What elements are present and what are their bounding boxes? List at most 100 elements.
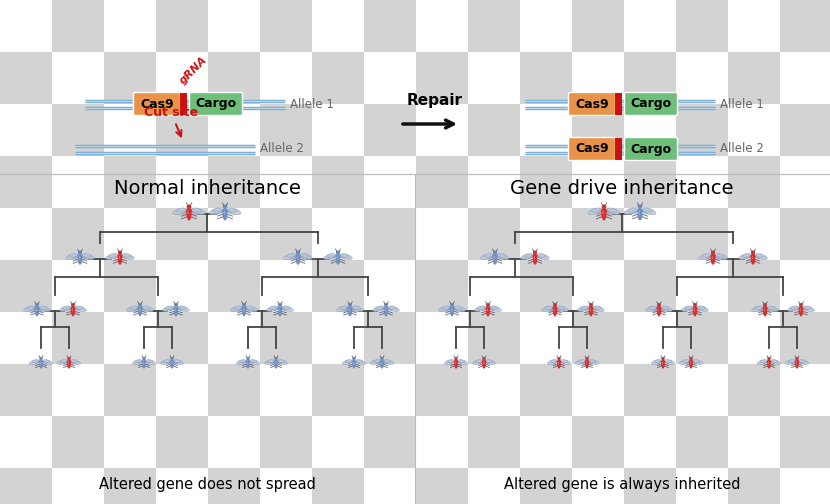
Bar [416,208,468,260]
Ellipse shape [767,306,775,309]
Ellipse shape [588,209,601,215]
Ellipse shape [482,360,486,363]
Ellipse shape [60,307,71,311]
Ellipse shape [68,361,69,364]
Bar [364,416,416,468]
Bar [156,260,208,312]
Bar [468,0,520,52]
Ellipse shape [646,307,657,311]
Bar [156,312,208,364]
Ellipse shape [763,306,768,310]
Ellipse shape [689,359,693,369]
Ellipse shape [553,306,558,310]
Circle shape [384,303,388,307]
Ellipse shape [685,306,693,309]
Ellipse shape [384,305,388,317]
Bar [208,156,260,208]
Ellipse shape [139,360,149,366]
Text: Altered gene does not spread: Altered gene does not spread [99,477,315,492]
Circle shape [71,303,75,307]
Ellipse shape [803,306,812,309]
Ellipse shape [494,256,495,260]
Bar [52,104,104,156]
Ellipse shape [327,254,335,258]
Bar [676,104,728,156]
Ellipse shape [192,208,202,212]
Ellipse shape [638,210,640,215]
Bar [624,156,676,208]
Ellipse shape [66,255,77,260]
Ellipse shape [454,360,458,363]
Bar [615,138,622,160]
Ellipse shape [794,306,808,314]
Bar [156,52,208,104]
Circle shape [553,303,557,307]
Ellipse shape [578,360,585,363]
Bar [104,208,156,260]
Ellipse shape [139,308,140,311]
Ellipse shape [739,255,750,260]
Ellipse shape [36,308,37,311]
Ellipse shape [439,307,450,311]
Bar [572,468,624,504]
Ellipse shape [589,360,598,364]
Ellipse shape [715,254,724,258]
Ellipse shape [274,359,278,369]
Ellipse shape [188,210,189,215]
Text: Allele 1: Allele 1 [290,97,334,110]
Ellipse shape [40,361,41,364]
Ellipse shape [284,255,295,260]
Ellipse shape [174,360,183,364]
Bar [0,260,52,312]
Ellipse shape [278,305,282,317]
Ellipse shape [652,360,661,364]
Ellipse shape [767,360,771,363]
Ellipse shape [344,306,356,314]
Ellipse shape [267,360,274,363]
Ellipse shape [36,360,46,366]
Ellipse shape [187,208,192,220]
Ellipse shape [742,254,750,258]
Bar [572,104,624,156]
Ellipse shape [454,306,462,309]
Ellipse shape [181,209,197,218]
Ellipse shape [652,306,666,314]
Ellipse shape [63,360,75,366]
Bar [624,52,676,104]
Bar [520,468,572,504]
Ellipse shape [796,361,797,364]
Bar [728,52,780,104]
Ellipse shape [331,254,344,262]
Bar [520,156,572,208]
Ellipse shape [478,360,490,366]
Ellipse shape [491,306,498,309]
Ellipse shape [681,307,693,311]
Bar [156,0,208,52]
Ellipse shape [43,360,52,364]
Ellipse shape [79,256,80,260]
Ellipse shape [388,306,397,309]
Bar [416,0,468,52]
Ellipse shape [588,306,593,310]
Bar [104,312,156,364]
Bar [780,0,830,52]
Bar [260,104,312,156]
Bar [312,416,364,468]
Ellipse shape [39,359,43,369]
Ellipse shape [345,360,352,363]
Circle shape [278,303,282,307]
Ellipse shape [142,360,146,363]
FancyBboxPatch shape [624,138,677,160]
Ellipse shape [538,255,549,260]
Bar [208,260,260,312]
Ellipse shape [76,306,83,309]
Ellipse shape [170,359,173,369]
Ellipse shape [497,255,510,260]
Ellipse shape [353,361,354,364]
Text: Allele 2: Allele 2 [720,143,764,156]
Ellipse shape [553,305,557,317]
Ellipse shape [300,254,309,258]
Ellipse shape [127,307,138,311]
Ellipse shape [122,254,131,258]
Ellipse shape [752,256,753,260]
